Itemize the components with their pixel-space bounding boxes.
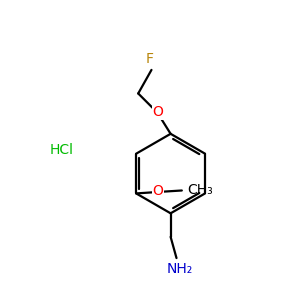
Text: HCl: HCl <box>50 143 74 157</box>
Text: F: F <box>146 52 154 66</box>
Text: O: O <box>152 105 164 119</box>
Text: NH₂: NH₂ <box>166 262 193 276</box>
Text: CH₃: CH₃ <box>187 184 213 197</box>
Text: O: O <box>152 184 163 198</box>
